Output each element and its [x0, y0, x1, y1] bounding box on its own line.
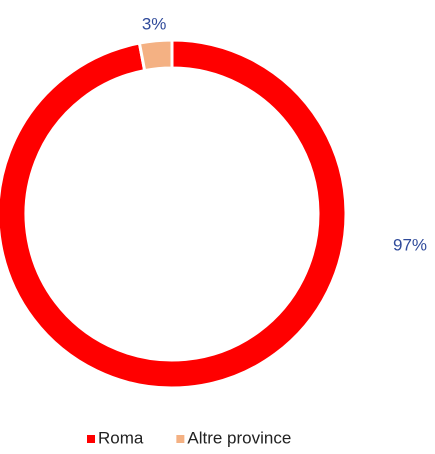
legend-swatch [176, 435, 185, 443]
donut-segment [0, 38, 348, 390]
donut-segment [137, 38, 174, 73]
data-label: 3% [142, 14, 167, 33]
legend-swatch [87, 435, 95, 443]
legend-label: Roma [98, 428, 144, 447]
legend-label: Altre province [187, 428, 291, 447]
data-label: 97% [393, 235, 427, 254]
